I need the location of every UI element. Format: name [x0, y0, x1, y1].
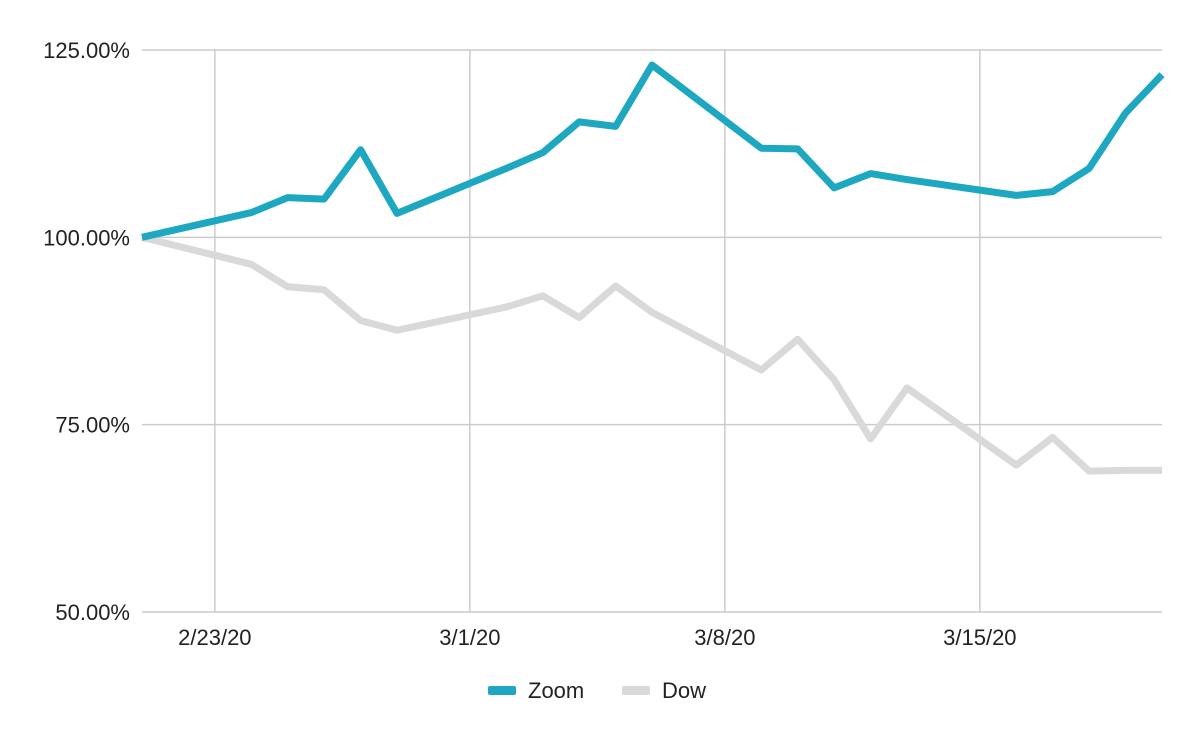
x-tick-label: 3/1/20	[439, 625, 500, 650]
legend-item-dow[interactable]: Dow	[622, 678, 706, 703]
series-line-dow	[141, 233, 1162, 475]
legend[interactable]: Zoom Dow	[488, 678, 706, 703]
y-tick-label: 75.00%	[55, 413, 130, 438]
x-tick-label: 3/8/20	[694, 625, 755, 650]
legend-label: Dow	[662, 678, 706, 703]
x-tick-label: 2/23/20	[178, 625, 251, 650]
legend-item-zoom[interactable]: Zoom	[488, 678, 584, 703]
series-lines	[141, 61, 1165, 475]
grid	[142, 49, 1162, 613]
legend-swatch-zoom	[488, 686, 516, 695]
x-axis-ticks: 2/23/20 3/1/20 3/8/20 3/15/20	[178, 625, 1016, 650]
legend-swatch-dow	[622, 686, 650, 695]
legend-label: Zoom	[528, 678, 584, 703]
series-line-zoom	[141, 61, 1165, 241]
y-axis-ticks: 50.00% 75.00% 100.00% 125.00%	[43, 38, 130, 625]
y-tick-label: 100.00%	[43, 225, 130, 250]
x-tick-label: 3/15/20	[943, 625, 1016, 650]
y-tick-label: 50.00%	[55, 600, 130, 625]
y-tick-label: 125.00%	[43, 38, 130, 63]
